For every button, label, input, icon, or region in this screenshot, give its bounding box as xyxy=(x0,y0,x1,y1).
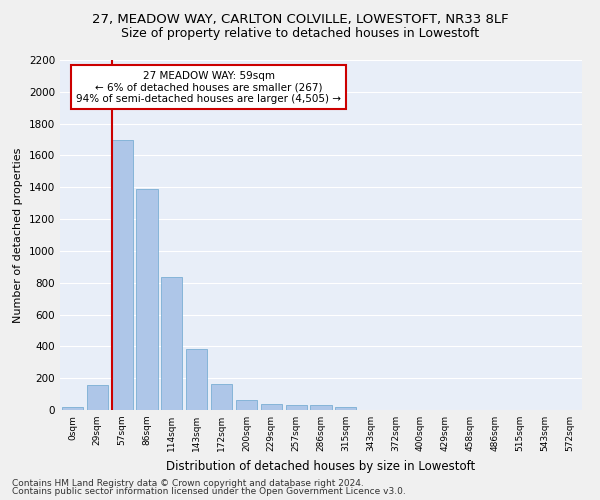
Bar xyxy=(62,407,83,410)
Bar xyxy=(87,386,108,410)
Bar xyxy=(136,189,158,410)
Bar xyxy=(211,384,232,410)
X-axis label: Distribution of detached houses by size in Lowestoft: Distribution of detached houses by size … xyxy=(166,460,476,472)
Bar xyxy=(261,404,282,410)
Bar xyxy=(286,405,307,410)
Bar xyxy=(335,407,356,410)
Y-axis label: Number of detached properties: Number of detached properties xyxy=(13,148,23,322)
Bar xyxy=(161,277,182,410)
Text: 27, MEADOW WAY, CARLTON COLVILLE, LOWESTOFT, NR33 8LF: 27, MEADOW WAY, CARLTON COLVILLE, LOWEST… xyxy=(92,12,508,26)
Text: Size of property relative to detached houses in Lowestoft: Size of property relative to detached ho… xyxy=(121,28,479,40)
Bar xyxy=(186,349,207,410)
Text: Contains HM Land Registry data © Crown copyright and database right 2024.: Contains HM Land Registry data © Crown c… xyxy=(12,478,364,488)
Bar xyxy=(236,400,257,410)
Bar xyxy=(112,140,133,410)
Bar xyxy=(310,405,332,410)
Text: Contains public sector information licensed under the Open Government Licence v3: Contains public sector information licen… xyxy=(12,487,406,496)
Text: 27 MEADOW WAY: 59sqm
← 6% of detached houses are smaller (267)
94% of semi-detac: 27 MEADOW WAY: 59sqm ← 6% of detached ho… xyxy=(76,70,341,104)
